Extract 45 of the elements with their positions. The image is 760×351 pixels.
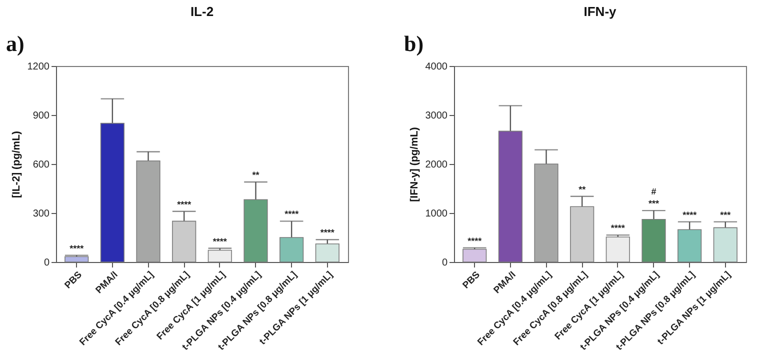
annotation: ****: [212, 236, 228, 246]
annotation: ***: [720, 210, 732, 220]
bar: [606, 236, 630, 262]
text: a): [6, 31, 24, 56]
y-tick-label: 2000: [425, 160, 448, 170]
chart-title: IFN-y: [584, 4, 618, 19]
bar: [64, 256, 89, 262]
y-tick-label: 1200: [27, 62, 50, 72]
bar: [315, 243, 340, 262]
y-tick-label: 600: [32, 160, 50, 170]
bar: [172, 220, 196, 262]
annotation: ****: [682, 210, 698, 220]
y-tick-label: 1000: [425, 208, 448, 220]
annotation: **: [578, 184, 586, 194]
bar: [280, 237, 304, 262]
chart-title: IL-2: [190, 4, 214, 19]
bar: [678, 229, 702, 262]
bar: [713, 227, 738, 262]
annotation: ****: [177, 199, 192, 210]
y-tick-label: 3000: [425, 110, 448, 122]
annotation: **: [252, 170, 260, 180]
y-tick-label: 4000: [425, 62, 448, 72]
annotation: ****: [468, 236, 482, 246]
bar: [136, 160, 160, 262]
bar: [208, 250, 232, 262]
y-tick-label: 0: [442, 258, 448, 268]
bar: [244, 199, 268, 262]
bar: [534, 164, 558, 262]
y-axis-title: [IFN-y] (pg/mL): [408, 127, 420, 202]
y-axis-title: [IL-2] (pg/mL): [10, 130, 22, 198]
y-tick-label: 900: [32, 110, 50, 122]
bar: [570, 206, 594, 262]
annotation: ****: [284, 209, 300, 220]
annotation: ****: [70, 243, 84, 254]
annotation: #: [651, 186, 656, 197]
y-tick-label: 300: [32, 208, 50, 220]
annotation: ***: [648, 198, 660, 209]
bar: [462, 248, 487, 262]
text: b): [404, 31, 424, 56]
y-tick-label: 0: [44, 258, 50, 268]
bar: [642, 218, 666, 262]
annotation: ****: [610, 223, 626, 234]
bar: [100, 122, 124, 262]
annotation: ****: [320, 228, 335, 238]
bar: [498, 130, 522, 262]
